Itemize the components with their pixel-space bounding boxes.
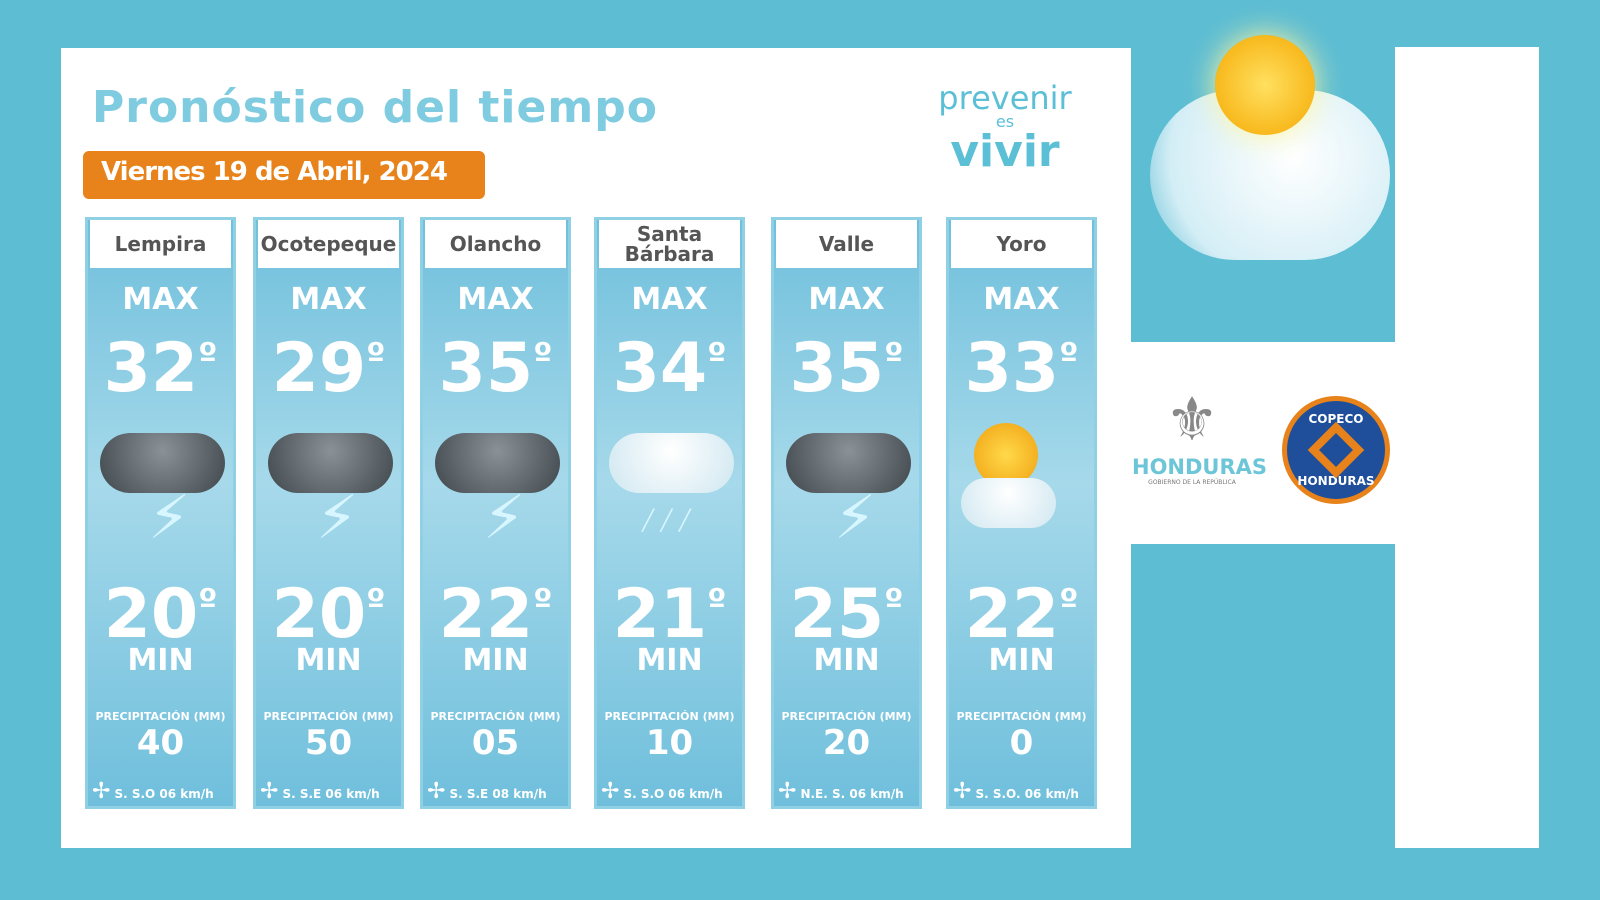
weather-icon	[949, 413, 1094, 563]
wind-icon: ✢	[92, 779, 111, 804]
precip-label: PRECIPITACIÓN (MM)	[604, 710, 735, 723]
precip-value: 20	[822, 723, 871, 763]
forecast-card: Olancho MAX 35º ⚡ 22º MIN PRECIPITACIÓN …	[420, 217, 571, 809]
max-label: MAX	[983, 282, 1060, 317]
min-label: MIN	[295, 643, 362, 678]
wind-info: ✢ S. S.E 06 km/h	[260, 779, 380, 804]
precip-value: 0	[1009, 723, 1034, 763]
wind-info: ✢ S. S.O. 06 km/h	[953, 779, 1079, 804]
min-temp: 20º	[103, 575, 218, 654]
page-title: Pronóstico del tiempo	[92, 82, 658, 133]
precip-value: 05	[471, 723, 520, 763]
min-temp: 21º	[612, 575, 727, 654]
max-label: MAX	[808, 282, 885, 317]
precip-label: PRECIPITACIÓN (MM)	[430, 710, 561, 723]
wind-icon: ✢	[601, 779, 620, 804]
forecast-card: Ocotepeque MAX 29º ⚡ 20º MIN PRECIPITACI…	[253, 217, 404, 809]
forecast-card: Valle MAX 35º ⚡ 25º MIN PRECIPITACIÓN (M…	[771, 217, 922, 809]
weather-icon: ⚡	[423, 413, 568, 563]
city-name: Yoro	[951, 220, 1092, 268]
storm-cloud-icon	[435, 433, 560, 493]
wind-icon: ✢	[778, 779, 797, 804]
forecast-card: Yoro MAX 33º 22º MIN PRECIPITACIÓN (MM) …	[946, 217, 1097, 809]
storm-cloud-icon	[268, 433, 393, 493]
max-label: MAX	[457, 282, 534, 317]
coat-of-arms-icon: ⚜	[1165, 385, 1219, 455]
max-temp: 35º	[438, 329, 553, 408]
max-label: MAX	[122, 282, 199, 317]
wind-info: ✢ N.E. S. 06 km/h	[778, 779, 904, 804]
max-label: MAX	[631, 282, 708, 317]
min-temp: 25º	[789, 575, 904, 654]
min-temp: 20º	[271, 575, 386, 654]
wind-info: ✢ S. S.E 08 km/h	[427, 779, 547, 804]
lightning-icon: ⚡	[483, 483, 526, 553]
wind-info: ✢ S. S.O 06 km/h	[92, 779, 214, 804]
sun-icon	[974, 423, 1038, 487]
weather-icon: ⚡	[256, 413, 401, 563]
copeco-logo: COPECO HONDURAS	[1282, 396, 1390, 504]
weather-icon: ╱ ╱ ╱	[597, 413, 742, 563]
max-temp: 32º	[103, 329, 218, 408]
max-temp: 33º	[964, 329, 1079, 408]
precip-label: PRECIPITACIÓN (MM)	[956, 710, 1087, 723]
rain-cloud-icon	[609, 433, 734, 493]
wind-icon: ✢	[427, 779, 446, 804]
min-label: MIN	[127, 643, 194, 678]
wind-info: ✢ S. S.O 06 km/h	[601, 779, 723, 804]
lightning-icon: ⚡	[316, 483, 359, 553]
sun-icon	[1215, 35, 1315, 135]
max-temp: 29º	[271, 329, 386, 408]
rain-drops-icon: ╱ ╱ ╱	[642, 508, 691, 532]
city-name: Olancho	[425, 220, 566, 268]
slogan-logo: prevenir es vivir	[938, 79, 1072, 177]
lightning-icon: ⚡	[834, 483, 877, 553]
forecast-card: Santa Bárbara MAX 34º ╱ ╱ ╱ 21º MIN PREC…	[594, 217, 745, 809]
weather-icon: ⚡	[88, 413, 233, 563]
min-label: MIN	[462, 643, 529, 678]
storm-cloud-icon	[786, 433, 911, 493]
city-name: Valle	[776, 220, 917, 268]
min-label: MIN	[636, 643, 703, 678]
wind-icon: ✢	[260, 779, 279, 804]
min-label: MIN	[988, 643, 1055, 678]
max-label: MAX	[290, 282, 367, 317]
diamond-icon	[1307, 421, 1365, 479]
storm-cloud-icon	[100, 433, 225, 493]
precip-value: 40	[136, 723, 185, 763]
decor-block	[1395, 47, 1539, 848]
date-badge: Viernes 19 de Abril, 2024	[83, 151, 485, 199]
cloud-icon	[961, 478, 1056, 528]
city-name: Lempira	[90, 220, 231, 268]
wind-icon: ✢	[953, 779, 972, 804]
city-name: Ocotepeque	[258, 220, 399, 268]
weather-icon: ⚡	[774, 413, 919, 563]
precip-label: PRECIPITACIÓN (MM)	[781, 710, 912, 723]
min-temp: 22º	[964, 575, 1079, 654]
min-temp: 22º	[438, 575, 553, 654]
min-label: MIN	[813, 643, 880, 678]
city-name: Santa Bárbara	[599, 220, 740, 268]
forecast-card: Lempira MAX 32º ⚡ 20º MIN PRECIPITACIÓN …	[85, 217, 236, 809]
max-temp: 35º	[789, 329, 904, 408]
precip-value: 10	[645, 723, 694, 763]
max-temp: 34º	[612, 329, 727, 408]
precip-label: PRECIPITACIÓN (MM)	[95, 710, 226, 723]
lightning-icon: ⚡	[148, 483, 191, 553]
precip-value: 50	[304, 723, 353, 763]
honduras-logo: ⚜ HONDURAS GOBIERNO DE LA REPÚBLICA	[1132, 385, 1268, 486]
precip-label: PRECIPITACIÓN (MM)	[263, 710, 394, 723]
